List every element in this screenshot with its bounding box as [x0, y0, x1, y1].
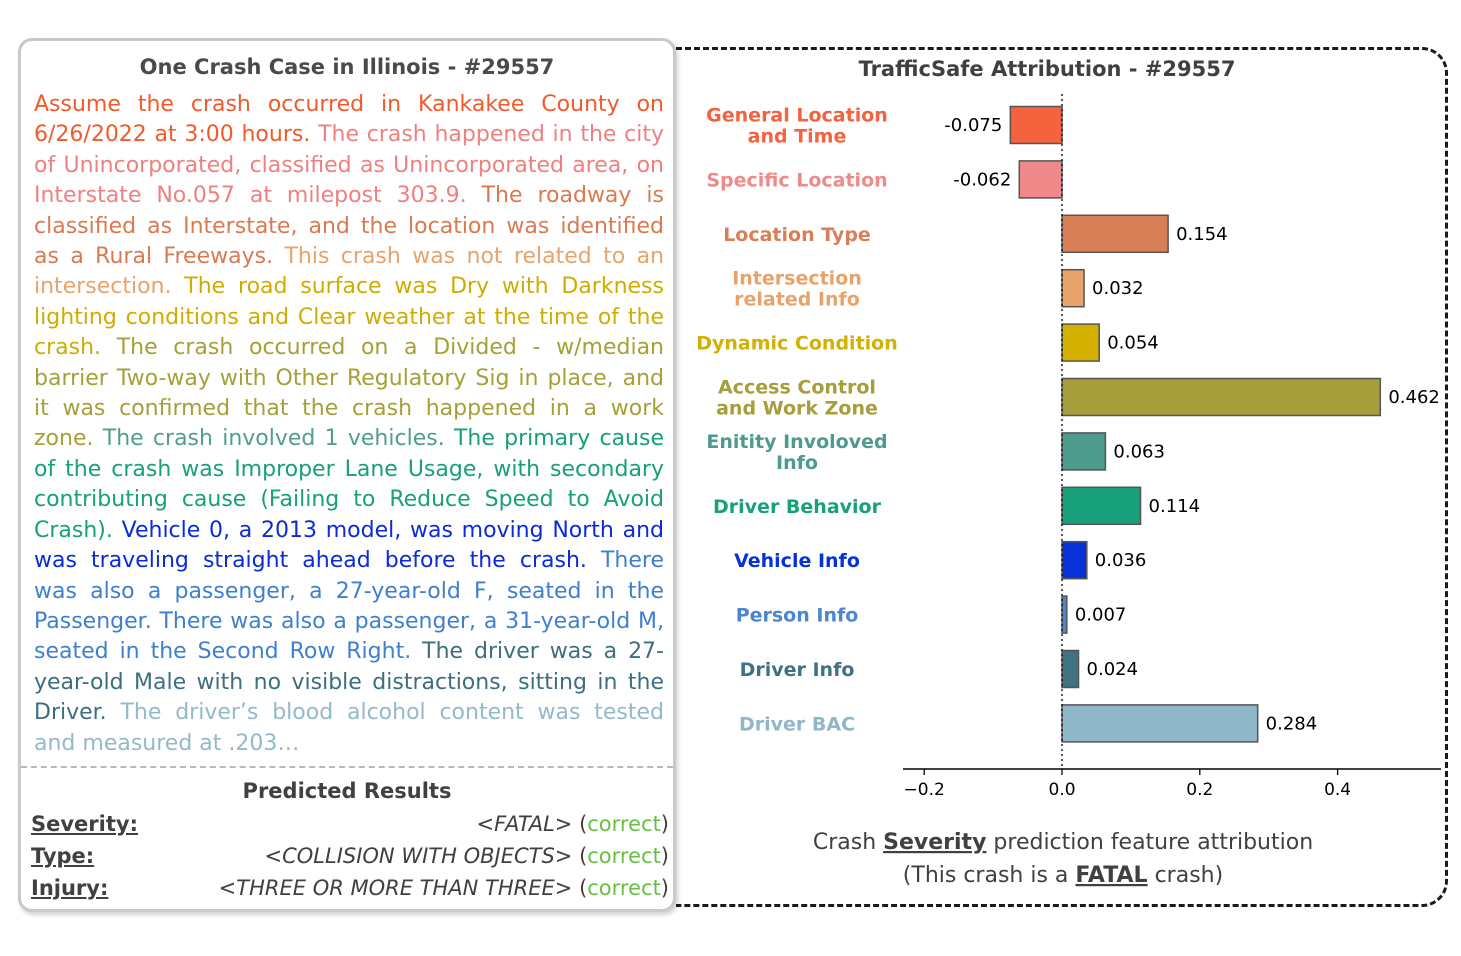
narrative-segment: Assume the crash occurred in Kankakee Co… [34, 92, 664, 148]
value-label: 0.032 [1092, 278, 1144, 299]
category-label: Enitity Involoved [706, 431, 887, 453]
result-status: correct [587, 812, 661, 836]
crash-narrative: Assume the crash occurred in Kankakee Co… [34, 90, 664, 759]
case-title: One Crash Case in Illinois - #29557 [139, 55, 555, 79]
value-label: -0.062 [953, 169, 1011, 190]
result-key: Severity: [31, 812, 138, 836]
bar [1018, 160, 1063, 199]
result-key: Type: [31, 844, 95, 868]
narrative-segment: The crash occurred on a Divided - w/medi… [34, 335, 664, 452]
result-value: <THREE OR MORE THAN THREE> (correct) [218, 876, 669, 900]
value-label: 0.284 [1266, 713, 1318, 734]
narrative-segment: The crash happened in the city of Uninco… [34, 122, 664, 209]
category-label: Vehicle Info [734, 550, 860, 572]
bar [1061, 432, 1107, 471]
value-labels: -0.075 -0.062 0.154 0.032 0.054 0.462 0.063 0.1… [944, 115, 1440, 734]
bar [1061, 214, 1169, 254]
category-label: Access Control [718, 377, 876, 399]
narrative-segment: The road surface was Dry with Darkness l… [34, 274, 664, 361]
category-label: Info [776, 452, 818, 474]
x-axis: −0.2 0.0 0.2 0.4 [903, 94, 1441, 800]
caption-line-2: (This crash is a FATAL crash) [903, 863, 1223, 888]
x-tick-label: 0.0 [1048, 780, 1075, 800]
category-label: Driver Info [740, 659, 855, 681]
category-label: related Info [734, 289, 860, 311]
value-label: 0.114 [1149, 496, 1201, 517]
panel-divider [21, 766, 673, 768]
x-tick-label: 0.2 [1186, 780, 1213, 800]
bars [1009, 105, 1382, 743]
value-label: 0.024 [1087, 659, 1139, 680]
narrative-segment: There was also a passenger, a 27-year-ol… [34, 548, 664, 665]
results-title: Predicted Results [242, 779, 452, 803]
bar [1061, 268, 1085, 308]
narrative-segment: The driver’s blood alcohol content was t… [34, 700, 664, 756]
bar [1061, 704, 1259, 743]
value-label: 0.154 [1176, 224, 1228, 245]
category-label: General Location [706, 105, 888, 127]
value-label: 0.007 [1075, 605, 1127, 626]
value-label: 0.036 [1095, 550, 1147, 571]
bar [1061, 649, 1080, 689]
result-status: correct [587, 876, 661, 900]
x-tick-label: −0.2 [904, 780, 945, 800]
category-label: Driver Behavior [713, 496, 882, 518]
result-value: <COLLISION WITH OBJECTS> (correct) [264, 844, 670, 868]
narrative-segment: The roadway is classified as Interstate,… [34, 183, 664, 270]
narrative-segment: The crash involved 1 vehicles. [102, 426, 445, 452]
crash-case-panel: One Crash Case in Illinois - #29557 Assu… [18, 38, 676, 912]
narrative-segment: This crash was not related to an interse… [34, 244, 665, 300]
result-status: correct [587, 844, 661, 868]
caption-part: crash) [1148, 863, 1224, 888]
value-label: 0.462 [1388, 387, 1440, 408]
caption-line-1: Crash Severity prediction feature attrib… [813, 830, 1313, 855]
category-label: and Work Zone [716, 398, 878, 420]
result-row-injury: Injury: <THREE OR MORE THAN THREE> (corr… [31, 876, 669, 906]
narrative-segment: The driver was a 27-year-old Male with n… [34, 639, 664, 726]
category-label: Dynamic Condition [696, 333, 898, 355]
bar [1061, 540, 1088, 580]
result-key: Injury: [31, 876, 109, 900]
narrative-segment: The primary cause of the crash was Impro… [34, 426, 664, 543]
category-label: Intersection [732, 268, 862, 290]
caption-part: prediction feature attribution [986, 830, 1313, 855]
value-label: 0.063 [1113, 441, 1165, 462]
result-row-type: Type: <COLLISION WITH OBJECTS> (correct) [31, 844, 669, 874]
result-prediction: <FATAL> [476, 812, 573, 836]
bar [1061, 323, 1100, 362]
caption-emphasis: FATAL [1075, 863, 1147, 888]
category-label: Driver BAC [739, 713, 855, 735]
bar [1061, 486, 1142, 526]
attribution-panel [676, 47, 1448, 907]
caption-part: (This crash is a [903, 863, 1076, 888]
bar [1009, 105, 1063, 145]
category-label: and Time [748, 126, 847, 148]
bar [1061, 595, 1068, 634]
result-row-severity: Severity: <FATAL> (correct) [31, 812, 669, 842]
value-label: 0.054 [1107, 333, 1159, 354]
result-prediction: <THREE OR MORE THAN THREE> [218, 876, 573, 900]
narrative-segment: Vehicle 0, a 2013 model, was moving Nort… [34, 517, 664, 574]
caption-emphasis: Severity [883, 830, 986, 855]
value-label: -0.075 [944, 115, 1002, 136]
caption-part: Crash [813, 830, 883, 855]
category-label: Person Info [736, 605, 859, 627]
x-tick-label: 0.4 [1324, 780, 1351, 800]
bar [1061, 377, 1382, 417]
result-value: <FATAL> (correct) [476, 812, 669, 836]
category-label: Location Type [723, 224, 871, 246]
category-label: Specific Location [706, 169, 887, 191]
result-prediction: <COLLISION WITH OBJECTS> [264, 844, 573, 868]
chart-title: TrafficSafe Attribution - #29557 [859, 57, 1236, 81]
